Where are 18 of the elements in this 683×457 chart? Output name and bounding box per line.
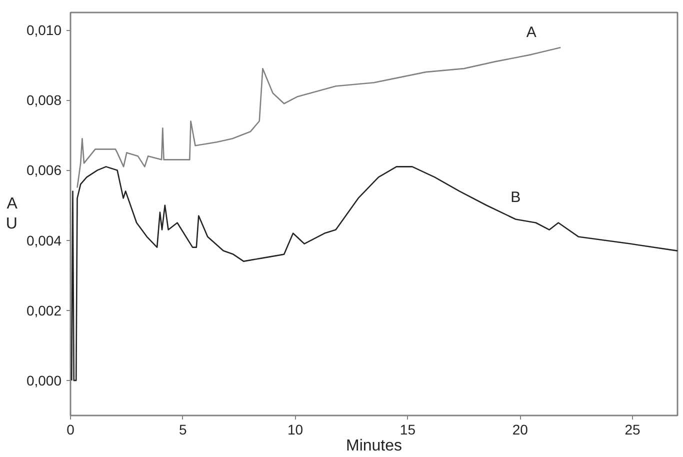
x-tick-label: 0 <box>66 422 75 438</box>
y-axis-title: A U <box>6 195 18 233</box>
line-series <box>76 46 562 188</box>
y-tick-label: 0,006 <box>26 162 62 178</box>
series-label: B <box>510 188 521 206</box>
y-tick-label: 0,002 <box>26 302 62 318</box>
x-axis-title: Minutes <box>346 438 402 454</box>
x-tick-label: 15 <box>400 422 416 438</box>
x-tick-label: 10 <box>288 422 304 438</box>
x-tick-label: 20 <box>512 422 528 438</box>
series-label: A <box>526 24 536 42</box>
y-tick-label: 0,010 <box>26 22 62 38</box>
x-tick-label: 5 <box>179 422 188 438</box>
y-tick-label: 0,008 <box>26 92 62 108</box>
line-series <box>70 166 678 382</box>
x-tick-label: 25 <box>624 422 641 438</box>
y-tick-label: 0,004 <box>26 232 62 248</box>
y-tick-label: 0,000 <box>26 372 62 388</box>
